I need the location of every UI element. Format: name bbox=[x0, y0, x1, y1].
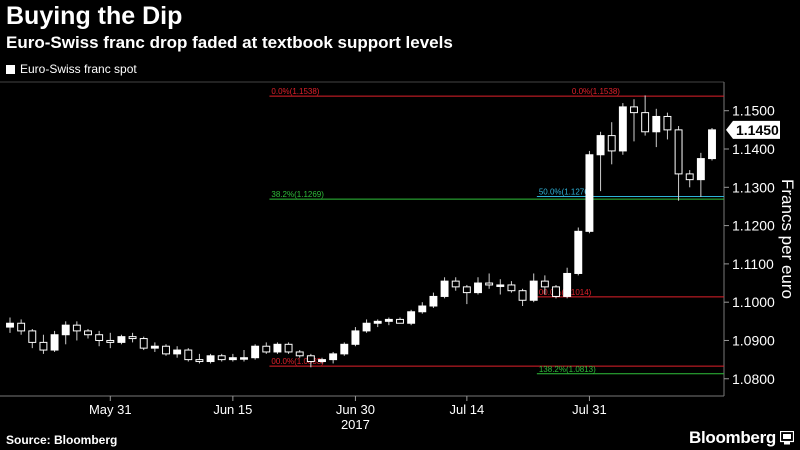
candle-body bbox=[641, 112, 650, 133]
candle-body bbox=[106, 339, 115, 343]
y-tick-label: 1.0800 bbox=[732, 371, 775, 387]
retracement-level-label: 00.0%(1.0833) bbox=[271, 357, 324, 366]
x-axis-year: 2017 bbox=[341, 417, 370, 432]
candle-body bbox=[228, 357, 237, 361]
candle-body bbox=[618, 106, 627, 152]
candle-body bbox=[50, 334, 59, 351]
candle-body bbox=[540, 280, 549, 288]
retracement-level-label: 0.0%(1.1538) bbox=[271, 87, 319, 96]
legend: Euro-Swiss franc spot bbox=[6, 62, 137, 76]
candle-body bbox=[240, 357, 248, 360]
x-tick-label: Jun 15 bbox=[213, 402, 252, 417]
candle-body bbox=[708, 129, 716, 160]
candle-body bbox=[685, 173, 694, 181]
chart-title: Buying the Dip bbox=[6, 2, 183, 30]
candle-body bbox=[518, 290, 527, 301]
bloomberg-terminal-icon bbox=[780, 431, 794, 445]
candle-body bbox=[184, 349, 193, 361]
y-tick-label: 1.1200 bbox=[732, 218, 775, 234]
x-tick-label: Jul 14 bbox=[450, 402, 485, 417]
candle-body bbox=[251, 345, 260, 359]
candle-body bbox=[663, 115, 672, 131]
retracement-level-label: 0.0%(1.1538) bbox=[572, 87, 620, 96]
candle-body bbox=[95, 334, 104, 341]
candle-body bbox=[373, 320, 382, 324]
candle-body bbox=[173, 349, 182, 355]
candle-body bbox=[574, 230, 583, 274]
y-tick-label: 1.1000 bbox=[732, 294, 775, 310]
candle-body bbox=[496, 284, 505, 287]
retracement-level-label: 38.2%(1.1269) bbox=[271, 190, 324, 199]
candle-body bbox=[139, 338, 148, 349]
candle-body bbox=[596, 135, 605, 156]
candle-body bbox=[552, 286, 560, 297]
candle-body bbox=[273, 343, 282, 353]
candle-body bbox=[128, 336, 137, 340]
x-tick-label: May 31 bbox=[89, 402, 132, 417]
candle-body bbox=[585, 154, 594, 232]
legend-label: Euro-Swiss franc spot bbox=[20, 62, 137, 76]
candle-body bbox=[117, 336, 126, 343]
candle-body bbox=[61, 324, 70, 336]
candle-body bbox=[318, 359, 326, 363]
brand-logo-text: Bloomberg bbox=[688, 428, 776, 447]
candle-body bbox=[529, 280, 538, 301]
candle-body bbox=[362, 322, 371, 332]
candle-body bbox=[72, 324, 81, 332]
x-tick-label: Jul 31 bbox=[572, 402, 607, 417]
candle-body bbox=[429, 295, 438, 307]
candle-body bbox=[696, 158, 705, 181]
y-tick-label: 1.1100 bbox=[732, 256, 774, 272]
legend-swatch bbox=[6, 64, 15, 74]
candle-body bbox=[340, 343, 349, 355]
candle-body bbox=[28, 330, 37, 343]
candle-body bbox=[474, 282, 482, 294]
source-note: Source: Bloomberg bbox=[6, 433, 118, 447]
candle-body bbox=[384, 318, 393, 322]
x-tick-label: Jun 30 bbox=[336, 402, 375, 417]
candle-body bbox=[162, 345, 170, 355]
candle-body bbox=[507, 284, 516, 292]
candle-body bbox=[6, 322, 14, 328]
candle-body bbox=[329, 353, 338, 361]
candle-body bbox=[39, 341, 48, 351]
candle-body bbox=[674, 129, 683, 175]
candle-body bbox=[150, 345, 159, 349]
candle-body bbox=[396, 318, 404, 324]
candle-body bbox=[306, 355, 315, 363]
candle-body bbox=[17, 322, 26, 332]
candle-body bbox=[206, 355, 215, 363]
candle-body bbox=[351, 330, 360, 345]
candle-body bbox=[630, 106, 638, 114]
candle-body bbox=[407, 311, 416, 324]
last-value-label: 1.1450 bbox=[736, 122, 779, 138]
chart-subtitle: Euro-Swiss franc drop faded at textbook … bbox=[6, 33, 453, 52]
y-axis-title: Francs per euro bbox=[778, 179, 797, 299]
candle-body bbox=[284, 343, 293, 353]
candle-body bbox=[451, 280, 460, 288]
y-tick-label: 1.1400 bbox=[732, 141, 775, 157]
candle-body bbox=[262, 345, 271, 353]
retracement-level-label: 50.0%(1.1276) bbox=[539, 187, 592, 196]
candle-body bbox=[462, 286, 471, 294]
candle-body bbox=[418, 305, 427, 313]
candle-body bbox=[217, 355, 226, 361]
candle-body bbox=[485, 282, 494, 286]
retracement-level-label: 138.2%(1.0813) bbox=[539, 365, 596, 374]
y-tick-label: 1.1500 bbox=[732, 103, 775, 119]
last-value-marker bbox=[726, 120, 780, 139]
candle-body bbox=[440, 280, 449, 297]
candle-body bbox=[195, 359, 204, 363]
candle-body bbox=[84, 330, 92, 336]
candle-body bbox=[607, 135, 616, 152]
candle-body bbox=[652, 115, 661, 133]
candle-body bbox=[563, 272, 572, 297]
y-tick-label: 1.0900 bbox=[732, 332, 775, 348]
candle-body bbox=[295, 351, 304, 357]
y-tick-label: 1.1300 bbox=[732, 179, 775, 195]
